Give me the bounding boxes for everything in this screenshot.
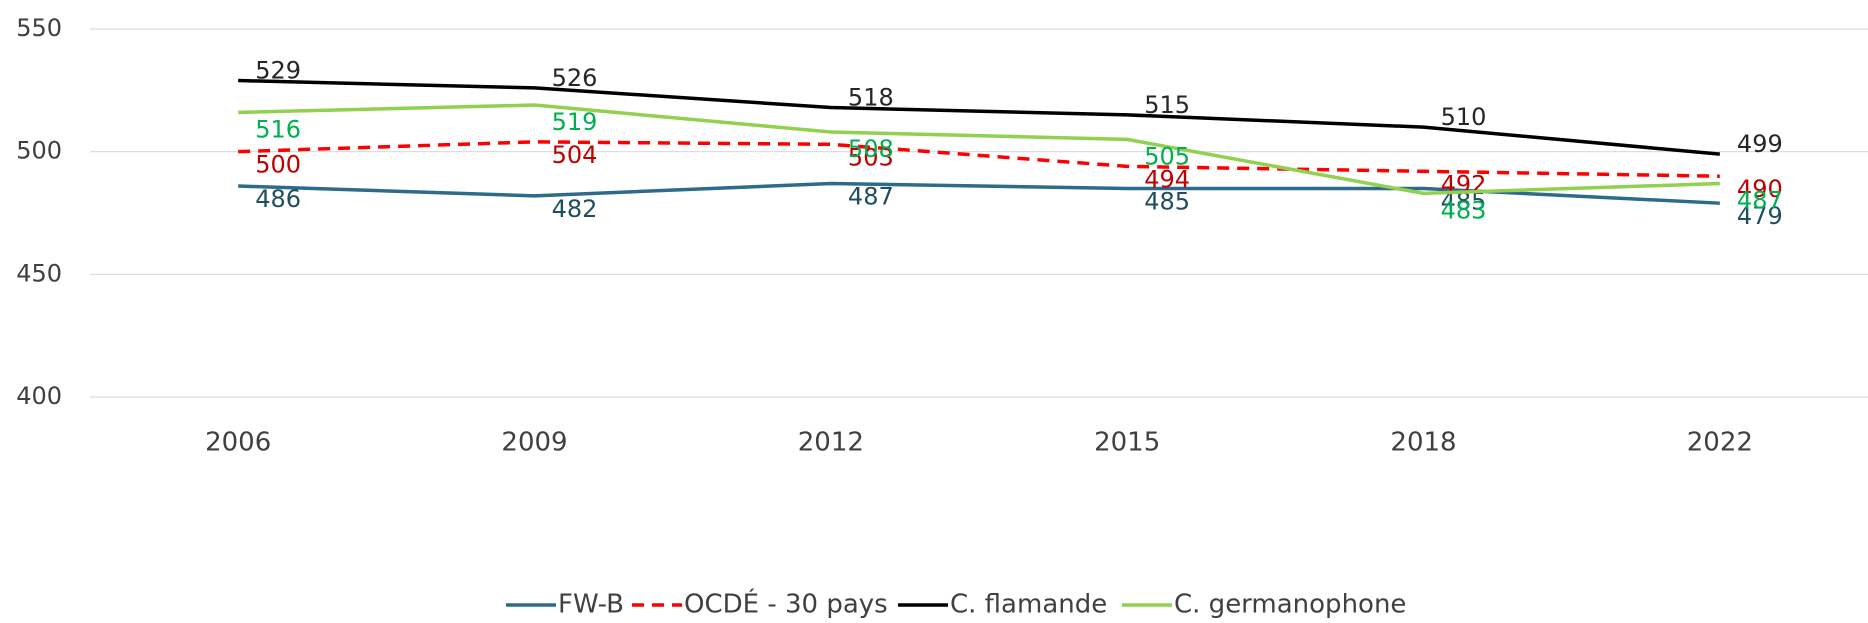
x-tick-label: 2009: [501, 428, 567, 458]
data-label: 504: [552, 141, 598, 169]
data-label: 483: [1441, 196, 1487, 224]
y-tick-label: 500: [16, 137, 62, 165]
data-label: 508: [848, 135, 894, 163]
data-label: 510: [1441, 103, 1487, 131]
data-label: 485: [1144, 187, 1190, 215]
data-label: 482: [552, 195, 598, 223]
data-label: 529: [255, 57, 301, 85]
x-tick-label: 2015: [1094, 428, 1160, 458]
legend-label: FW-B: [558, 590, 624, 620]
y-tick-label: 550: [16, 14, 62, 42]
x-tick-label: 2018: [1390, 428, 1456, 458]
line-series: [238, 103, 1720, 196]
data-label: 494: [1144, 165, 1190, 193]
legend-label: C. germanophone: [1174, 590, 1406, 620]
line-series: [238, 181, 1720, 205]
x-tick-label: 2006: [205, 428, 271, 458]
data-label: 503: [848, 143, 894, 171]
data-label: 479: [1737, 202, 1783, 230]
data-label: 515: [1144, 91, 1190, 119]
data-label: 516: [255, 115, 301, 143]
y-tick-label: 400: [16, 382, 62, 410]
data-label: 518: [848, 84, 894, 112]
line-series: [238, 78, 1720, 156]
data-label: 486: [255, 185, 301, 213]
x-tick-label: 2022: [1687, 428, 1753, 458]
data-label: 500: [255, 151, 301, 179]
data-label: 519: [552, 108, 598, 136]
data-label: 487: [848, 183, 894, 211]
line-series: [238, 140, 1720, 178]
legend-label: OCDÉ - 30 pays: [684, 588, 888, 620]
data-label: 505: [1144, 142, 1190, 170]
x-tick-label: 2012: [798, 428, 864, 458]
data-label: 487: [1737, 187, 1783, 215]
data-label: 526: [552, 64, 598, 92]
legend-label: C. flamande: [950, 590, 1107, 620]
data-label: 499: [1737, 130, 1783, 158]
data-label: 490: [1737, 175, 1783, 203]
y-tick-label: 450: [16, 259, 62, 287]
